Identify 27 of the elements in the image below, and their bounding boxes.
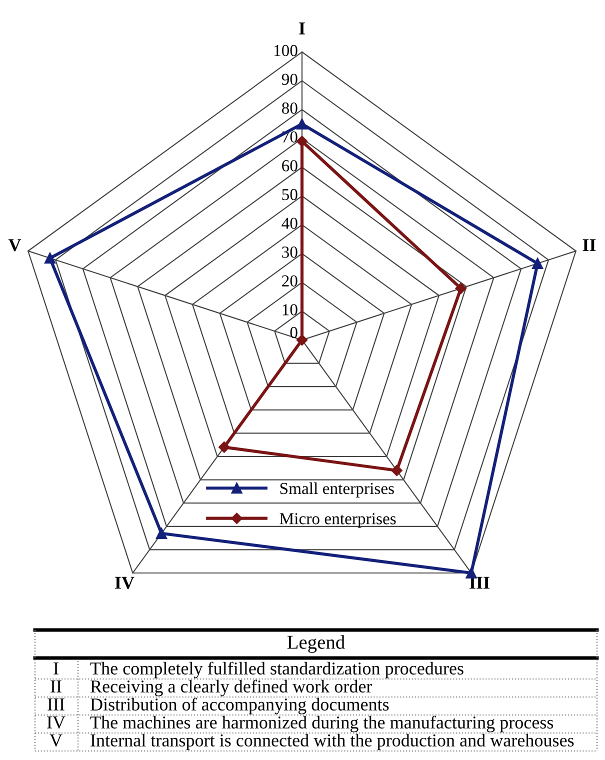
text: Legend [287, 635, 345, 653]
y-tick-label: 10 [282, 304, 298, 316]
spoke-label: IV [115, 576, 134, 589]
category-label: I [54, 662, 58, 674]
text: The completely fulfilled standardization procedures [90, 662, 464, 678]
y-tick-label: 20 [282, 275, 298, 287]
y-tick-label: 30 [282, 246, 298, 258]
category-label: IV [47, 716, 66, 729]
spoke-label: I [299, 22, 305, 34]
y-tick-label: 80 [282, 102, 298, 114]
y-tick-label: 40 [282, 218, 298, 229]
text: The machines are harmonized during the manufacturing process [90, 716, 554, 732]
y-tick-label: 0 [290, 326, 298, 338]
spoke-label: V [8, 239, 22, 252]
y-tick-label: 90 [282, 74, 298, 85]
category-label: V [50, 734, 62, 747]
text: Receiving a clearly defined work order [90, 680, 372, 696]
category-label: II [50, 680, 62, 692]
y-tick-label: 100 [274, 44, 298, 56]
text: Internal transport is connected with the production and warehouses [90, 734, 574, 750]
spoke-label: II [582, 239, 596, 252]
legend-label: Small enterprises [280, 482, 394, 498]
y-tick-label: 50 [282, 188, 298, 200]
category-label: III [48, 698, 64, 710]
text: Distribution of accompanying documents [90, 698, 389, 714]
legend-label: Micro enterprises [280, 513, 396, 528]
y-tick-label: 60 [282, 160, 298, 172]
